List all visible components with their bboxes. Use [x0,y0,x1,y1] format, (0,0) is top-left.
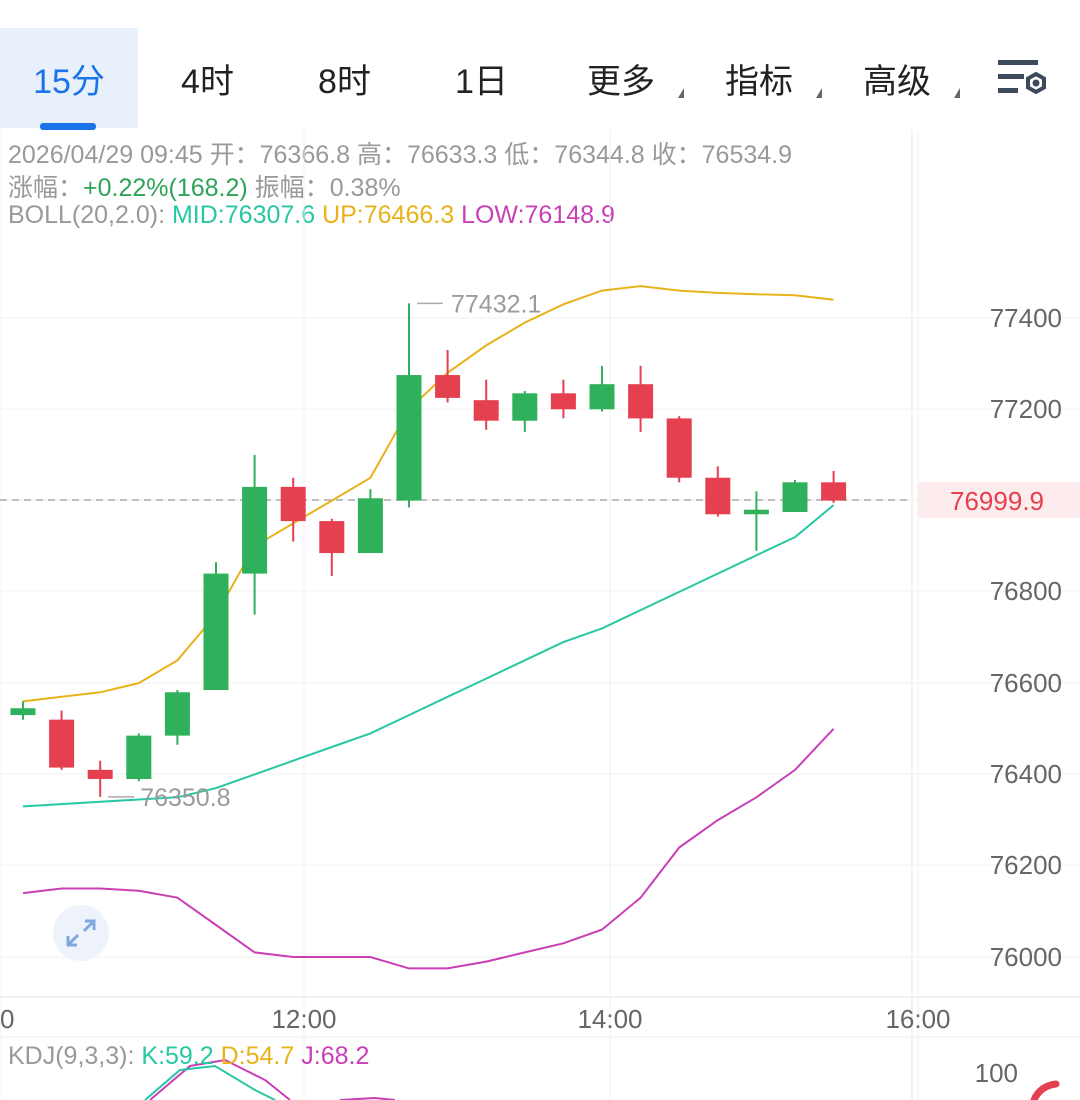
kdj-tick-label: 100 [975,1058,1018,1088]
boll-label: BOLL(20,2.0): [8,201,166,229]
chart-grid [0,130,1080,1100]
kdj-k-value: K:59.2 [141,1042,214,1070]
open-label: 开： [209,141,260,169]
tab-8h[interactable]: 8时 [277,28,412,128]
kdj-d-value: D:54.7 [220,1042,295,1070]
tab-label: 更多 [587,62,655,101]
candle-body [126,735,152,779]
boll-mid-line [22,504,835,808]
tab-1d[interactable]: 1日 [414,28,549,128]
boll-line: BOLL(20,2.0): MID:76307.6 UP:76466.3 LOW… [8,201,615,230]
tab-label: 4时 [181,62,234,101]
candle-body [666,418,692,478]
change-value: +0.22%(168.2) [83,174,248,202]
boll-lower-line [22,728,835,970]
tab-advanced[interactable]: 高级 [828,28,966,128]
tab-4h[interactable]: 4时 [140,28,275,128]
low-value: 76344.8 [554,141,645,169]
kdj-line: KDJ(9,3,3): K:59.2 D:54.7 J:68.2 [8,1042,369,1071]
dropdown-triangle-icon [954,88,960,98]
open-value: 76366.8 [259,141,350,169]
y-tick-label: 76200 [990,850,1062,880]
tab-label: 8时 [318,62,371,101]
y-tick-label: 77200 [990,394,1062,424]
high-label: 高： [356,141,407,169]
boll-upper-line [22,285,834,703]
candle-body [435,375,461,398]
candle-body [705,477,731,515]
ohlc-line: 2026/04/29 09:45 开：76366.8 高：76633.3 低：7… [8,135,792,171]
candle-body [512,393,538,421]
y-tick-label: 76800 [990,576,1062,606]
tab-label: 指标 [725,62,793,101]
tab-more[interactable]: 更多 [552,28,690,128]
timeframe-tabs: 15分 4时 8时 1日 更多 指标 高级 [0,0,1080,130]
high-value: 76633.3 [406,141,498,169]
x-tick-label: 14:00 [577,1004,642,1034]
candle-body [357,498,383,554]
candle-body [743,509,769,515]
candle-body [589,384,615,410]
candle-body [550,393,576,410]
y-tick-label: 76600 [990,668,1062,698]
candle-body [203,573,229,690]
x-tick-label: 16:00 [885,1004,950,1034]
candle-body [821,482,847,501]
boll-low-value: LOW:76148.9 [461,201,615,229]
candle-body [280,486,306,522]
dropdown-triangle-icon [816,88,822,98]
change-line: 涨幅：+0.22%(168.2) 振幅：0.38% [8,168,401,204]
low-label: 低： [504,141,555,169]
change-label: 涨幅： [8,174,84,202]
min-annotation: 76350.8 [140,784,230,812]
candle-body [242,486,268,574]
kdj-tail-mark [1030,1080,1060,1100]
candle-body [473,400,499,421]
candle-body [87,769,113,779]
candle-body [10,708,36,716]
y-tick-label: 77400 [990,303,1062,333]
y-tick-label: 76400 [990,759,1062,789]
close-value: 76534.9 [701,141,793,169]
datetime: 2026/04/29 09:45 [8,141,203,169]
candles [10,303,847,797]
tab-label: 1日 [455,62,508,101]
tab-indicators[interactable]: 指标 [690,28,828,128]
bollinger-bands [22,285,1060,1100]
candle-body [782,482,808,512]
tab-15min[interactable]: 15分 [0,28,138,128]
amplitude-value: 0.38% [329,174,401,202]
candle-body [396,375,422,501]
x-tick-label: 12:00 [271,1004,336,1034]
boll-mid-value: MID:76307.6 [171,201,316,229]
last-price-label: 76999.9 [950,486,1044,516]
kdj-j-value: J:68.2 [301,1042,370,1070]
amplitude-label: 振幅： [254,174,330,202]
kdj-k-line [144,1064,276,1100]
tab-label: 高级 [863,62,931,101]
kdj-label: KDJ(9,3,3): [8,1042,135,1070]
chart-settings-icon[interactable] [994,52,1050,108]
max-annotation: 77432.1 [451,290,541,318]
y-tick-label: 76000 [990,942,1062,972]
candle-body [164,692,190,736]
close-label: 收： [651,141,702,169]
axis-labels: 77432.1 76350.8 77400 77200 76800 76600 76400 7… [0,290,1080,1088]
candle-body [319,521,345,554]
candle-body [628,384,654,419]
last-price-box [918,482,1080,518]
expand-icon[interactable] [52,904,110,962]
tab-label: 15分 [33,62,105,101]
boll-up-value: UP:76466.3 [322,201,455,229]
x-tick-label: 00 [0,1004,14,1034]
active-tab-indicator [40,123,96,130]
candle-body [49,719,75,768]
dropdown-triangle-icon [678,88,684,98]
